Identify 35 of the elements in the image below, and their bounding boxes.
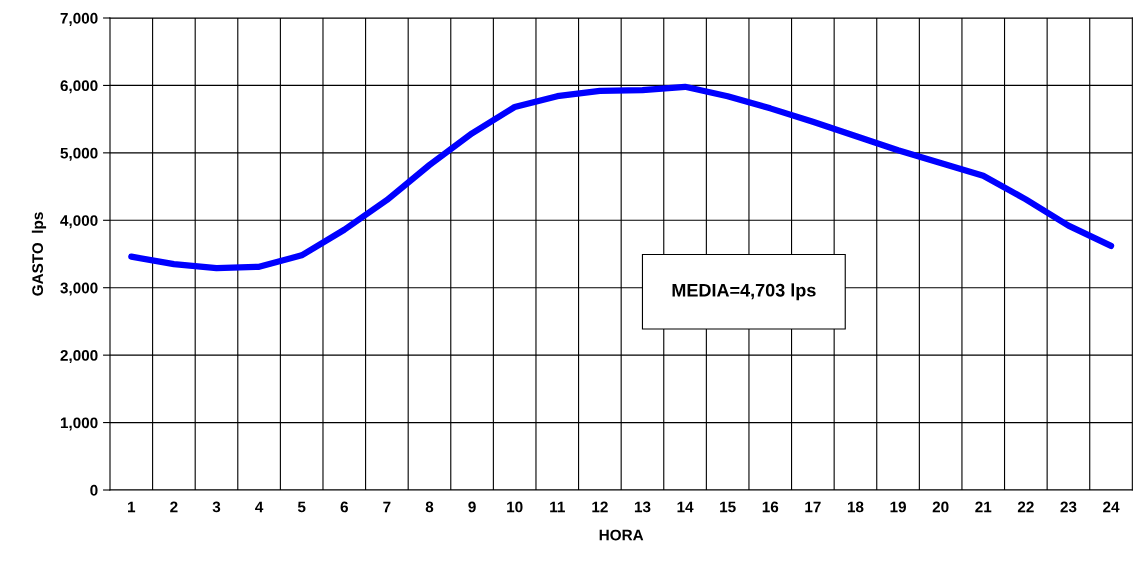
- x-tick-label: 22: [1017, 501, 1034, 513]
- x-tick-label: 20: [932, 501, 949, 513]
- x-tick-label: 11: [550, 501, 565, 513]
- x-tick-label: 9: [468, 501, 476, 513]
- y-tick-label: 0: [90, 484, 98, 496]
- x-tick-label: 3: [212, 501, 221, 513]
- y-tick-label: 6,000: [60, 80, 98, 94]
- x-tick-label: 6: [340, 501, 348, 513]
- y-axis-title: GASTO lps: [31, 212, 47, 296]
- x-tick-label: 14: [677, 501, 694, 513]
- x-tick-label: 17: [805, 501, 821, 513]
- x-tick-label: 21: [975, 501, 992, 513]
- x-tick-label: 13: [634, 501, 651, 513]
- y-tick-label: 4,000: [60, 215, 98, 229]
- x-tick-label: 10: [507, 501, 523, 513]
- x-tick-label: 23: [1060, 501, 1077, 513]
- y-tick-label: 3,000: [60, 282, 98, 296]
- x-tick-label: 8: [425, 501, 434, 513]
- x-tick-label: 2: [170, 501, 178, 513]
- y-tick-label: 2,000: [60, 350, 98, 364]
- x-tick-label: 5: [297, 501, 306, 513]
- x-tick-label: 7: [383, 501, 391, 513]
- x-tick-label: 1: [128, 501, 136, 513]
- y-tick-label: 1,000: [60, 417, 98, 431]
- x-tick-label: 12: [592, 501, 608, 513]
- x-tick-label: 15: [720, 501, 736, 513]
- x-tick-label: 4: [255, 501, 264, 513]
- x-tick-label: 24: [1103, 501, 1120, 513]
- x-tick-label: 19: [890, 501, 906, 513]
- x-axis-title: HORA: [599, 529, 644, 541]
- y-tick-label: 5,000: [60, 147, 98, 161]
- annotation: MEDIA=4,703 lps: [672, 283, 816, 301]
- x-tick-label: 16: [762, 501, 779, 513]
- x-tick-label: 18: [847, 501, 864, 513]
- y-tick-label: 7,000: [60, 12, 98, 26]
